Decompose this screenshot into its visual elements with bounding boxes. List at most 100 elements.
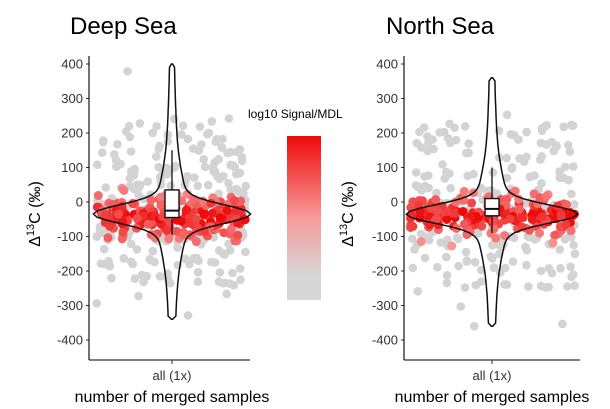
data-point [435,128,445,137]
data-point [416,229,426,239]
data-point [548,238,558,248]
data-point [419,123,429,132]
panel-deep-sea: Deep Sea Δ13C (‰) 400 300 200 100 0 -100 -200 -… [25,13,269,406]
data-point [488,168,498,177]
data-point [454,234,463,244]
chart-title: North Sea [386,13,495,40]
data-point [237,156,247,166]
data-point [143,219,153,229]
data-point [230,163,239,172]
data-point [566,226,576,236]
y-tick-label: -400 [372,333,398,348]
data-point [410,245,419,254]
data-point [570,200,579,209]
data-point [226,224,236,234]
data-point [556,210,566,219]
data-point [432,188,441,198]
data-point [567,272,576,282]
data-point [432,206,442,216]
data-point [505,214,515,224]
data-point [537,126,547,136]
data-point [99,138,108,147]
data-point [199,210,209,220]
data-point [200,162,210,172]
data-point [101,183,111,192]
y-tick-label: 200 [61,126,83,141]
y-tick-label: -200 [57,264,83,279]
data-point [433,262,442,272]
data-point [224,178,233,188]
data-point [522,245,532,255]
chart-title: Deep Sea [70,13,177,40]
data-point [436,238,446,247]
x-tick-label: all (1x) [152,368,191,383]
data-point [169,114,179,124]
data-point [93,191,103,200]
data-point [132,180,142,189]
data-point [535,228,544,238]
data-point [139,277,148,287]
violin [405,77,579,327]
data-point [476,265,486,275]
data-point [235,264,245,273]
data-point [183,311,193,320]
data-point [225,279,234,288]
data-point [417,186,426,195]
y-tick-label: 100 [376,160,398,175]
data-point [563,282,572,291]
data-point [537,152,546,161]
data-point [556,264,565,273]
data-point [217,143,227,152]
data-point [525,172,534,182]
color-legend: log10 Signal/MDL [248,107,343,300]
data-point [113,139,122,149]
data-point [470,257,480,267]
data-point [162,226,172,235]
data-point [236,275,245,285]
data-point [135,119,145,128]
data-point [431,195,441,204]
data-point [522,152,531,162]
data-point [516,213,526,223]
data-point [567,189,576,199]
data-point [514,135,523,144]
data-point [555,167,564,176]
data-point [524,282,533,291]
panel-north-sea: North Sea Δ13C (‰) 400 300 200 100 0 -100 -200… [338,13,589,406]
data-point [114,209,123,219]
data-point [461,247,471,257]
data-point [124,121,134,131]
svg-text:Δ13C (‰): Δ13C (‰) [25,181,44,247]
data-point [229,195,239,205]
data-point [207,117,217,126]
data-point [522,127,531,137]
data-point [241,181,250,191]
data-point [162,273,172,282]
data-point [178,230,188,240]
y-tick-label: 300 [376,91,398,106]
violin-outline [405,77,579,327]
data-point [446,183,455,193]
data-point [443,235,452,245]
data-point [197,140,206,149]
data-point [447,241,457,251]
violin [92,63,252,321]
data-point [451,208,461,218]
data-point [536,138,546,148]
y-tick-label: -300 [57,298,83,313]
y-axis-label-suffix: C (‰) [27,181,44,224]
data-point [541,192,551,202]
data-point [128,259,138,269]
data-point [148,128,157,138]
data-point [408,222,418,231]
data-point [417,143,426,152]
data-point [502,110,512,120]
data-point [98,148,107,157]
data-point [420,253,430,263]
data-point [222,289,231,299]
data-point [208,163,218,172]
data-point [126,147,136,156]
data-point [219,228,229,238]
y-axis-label: Δ13C (‰) [338,181,357,247]
data-point [92,299,102,308]
